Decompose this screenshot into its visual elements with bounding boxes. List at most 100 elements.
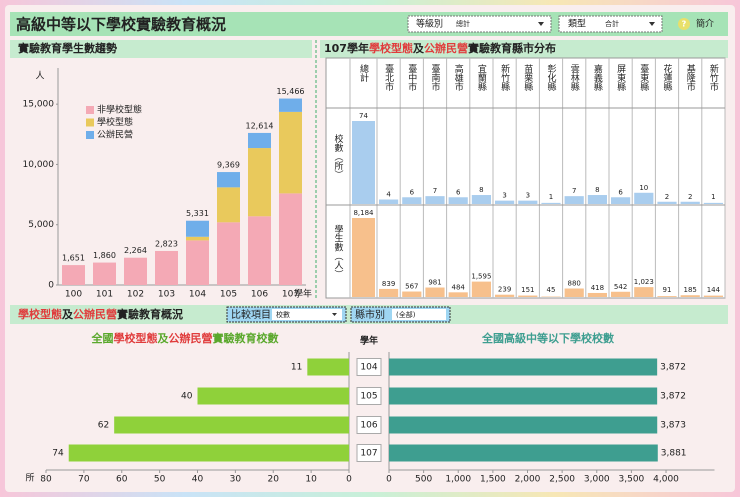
x-tick-label: 1,500 [480, 475, 506, 485]
legend-label: 公辦民營 [97, 129, 133, 141]
filter-box[interactable] [407, 15, 552, 33]
dropdown[interactable] [392, 309, 446, 320]
cell-value: 1 [711, 193, 715, 201]
y-tick-label: 0 [48, 281, 54, 291]
x-tick-label: 4,000 [653, 475, 679, 485]
title-part: 全國 [91, 331, 114, 345]
column-header: 新竹市 [708, 63, 719, 92]
cell-bar [564, 288, 584, 297]
bar [389, 416, 658, 434]
cell-value: 185 [684, 286, 697, 294]
y-tick-label: 15,000 [23, 100, 55, 110]
cell-bar [379, 288, 399, 297]
section-title: 實驗教育學生數趨勢 [18, 41, 117, 55]
y-tick-label: 10,000 [23, 160, 55, 170]
cell-value: 6 [410, 188, 415, 196]
dropdown-arrow [649, 22, 655, 26]
value-label: 40 [181, 392, 193, 402]
bar [389, 358, 658, 376]
title-part: 實驗教育概況 [117, 307, 183, 321]
bar-segment [279, 111, 302, 194]
bar [68, 444, 349, 462]
dropdown-arrow [332, 313, 337, 316]
filter-value: 校數 [276, 310, 290, 319]
bar-segment [248, 132, 271, 149]
x-tick-label: 70 [78, 475, 90, 485]
total-label: 1,860 [93, 251, 116, 260]
column-header: 雲林縣 [569, 64, 580, 91]
column-header: 嘉義縣 [592, 63, 603, 91]
section-title: 107學年學校型態及公辦民營實驗教育縣市分布 [324, 41, 556, 55]
cell-bar [425, 196, 445, 204]
filter-box[interactable] [558, 15, 663, 33]
column-header: 宜蘭縣 [476, 63, 487, 91]
column-header: 臺東縣 [638, 63, 649, 91]
row-header: 校數（所） [333, 133, 344, 179]
year-box [356, 387, 382, 405]
value-label: 74 [52, 449, 64, 459]
cell-value: 2 [688, 193, 692, 201]
x-tick-label: 100 [65, 290, 82, 300]
section-title: 學校型態及公辦民營實驗教育概況 [18, 307, 183, 321]
cell-bar [471, 195, 491, 204]
cell-bar [402, 291, 422, 297]
title-part: 公辦民營 [169, 331, 213, 345]
cell-bar [611, 197, 631, 204]
column-header: 彰化縣 [546, 63, 557, 91]
value-label: 62 [98, 421, 109, 431]
column-header: 高雄市 [453, 63, 464, 92]
filter-value: 合計 [605, 19, 619, 28]
intro-link[interactable]: 簡介 [696, 18, 714, 30]
x-tick-label: 3,500 [619, 475, 645, 485]
y-tick-label: 104 [360, 363, 377, 373]
dropdown[interactable] [272, 309, 342, 320]
cell-value: 418 [591, 284, 604, 292]
column-header: 總計 [358, 63, 369, 83]
cell-bar [680, 295, 700, 297]
bar-segment [186, 220, 209, 237]
cell-bar [657, 296, 677, 297]
x-tick-label: 106 [251, 290, 268, 300]
cell-bar [448, 197, 468, 204]
year-box [356, 416, 382, 434]
x-tick-label: 60 [116, 475, 128, 485]
bar-segment [217, 222, 240, 285]
help-icon[interactable] [678, 18, 690, 30]
x-tick-label: 102 [127, 290, 144, 300]
bar-segment [124, 257, 147, 285]
legend-label: 非學校型態 [97, 104, 142, 116]
cell-bar [379, 199, 399, 204]
x-tick-label: 2,500 [549, 475, 575, 485]
legend-swatch [86, 118, 94, 127]
total-label: 5,331 [186, 209, 209, 218]
cell-bar [634, 192, 654, 204]
cell-value: 981 [428, 279, 441, 287]
cell-bar [611, 291, 631, 297]
cell-value: 7 [433, 187, 437, 195]
cell-value: 3 [502, 192, 506, 200]
cell-bar [703, 202, 723, 204]
filter-label: 等級別 [416, 18, 443, 30]
bar-segment [279, 98, 302, 112]
cell-value: 8 [479, 186, 483, 194]
title-part: 學校型態 [18, 307, 62, 321]
x-tick-label: 80 [40, 475, 52, 485]
cell-bar [518, 200, 538, 204]
cell-bar [448, 292, 468, 297]
x-tick-label: 105 [220, 290, 237, 300]
column-header: 臺南市 [430, 63, 441, 92]
column-header: 新竹縣 [499, 63, 510, 91]
cell-value: 239 [498, 286, 511, 294]
year-box [356, 444, 382, 462]
cell-value: 542 [614, 283, 627, 291]
x-tick-label: 101 [96, 290, 113, 300]
cell-bar [495, 294, 515, 297]
cell-value: 8 [595, 186, 599, 194]
cell-value: 6 [456, 188, 461, 196]
cell-bar [564, 196, 584, 204]
cell-bar [402, 197, 422, 204]
cell-value: 8,184 [353, 209, 374, 217]
bar [307, 358, 349, 376]
cell-bar [518, 295, 538, 297]
